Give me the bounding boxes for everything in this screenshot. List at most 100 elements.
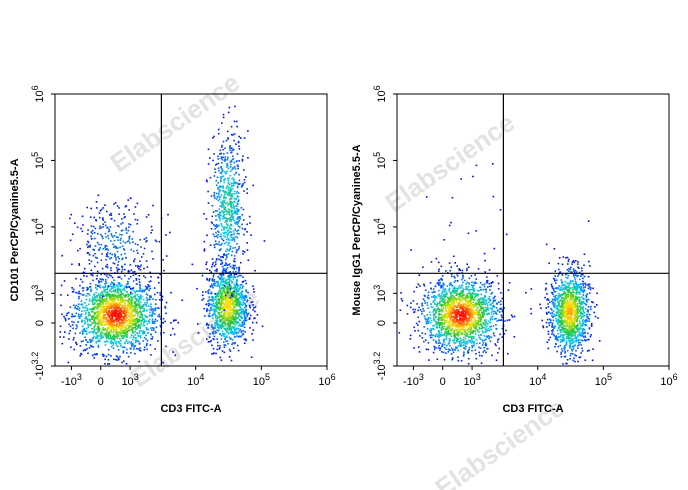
event-dot xyxy=(102,302,105,305)
event-dot xyxy=(241,291,243,293)
event-dot xyxy=(223,306,226,309)
event-dot xyxy=(84,336,86,339)
event-dot xyxy=(221,322,223,325)
event-dot xyxy=(446,320,448,322)
event-dot xyxy=(236,213,239,215)
event-dot xyxy=(472,345,474,347)
event-dot xyxy=(131,238,133,240)
event-dot xyxy=(106,330,109,333)
event-dot xyxy=(464,317,466,319)
event-dot xyxy=(101,253,103,255)
event-dot xyxy=(122,337,125,339)
event-dot xyxy=(214,308,217,311)
event-dot xyxy=(228,323,231,326)
event-dot xyxy=(225,268,227,271)
event-dot xyxy=(229,161,231,163)
event-dot xyxy=(452,332,455,334)
event-dot xyxy=(225,306,227,308)
event-dot xyxy=(425,322,428,325)
event-dot xyxy=(96,288,98,291)
event-dot xyxy=(215,231,217,234)
event-dot xyxy=(113,358,115,361)
event-dot xyxy=(118,323,121,326)
event-dot xyxy=(241,294,243,297)
event-dot xyxy=(105,236,107,238)
event-dot xyxy=(129,264,132,266)
event-dot xyxy=(153,313,156,315)
event-dot xyxy=(417,329,420,332)
event-dot xyxy=(414,330,416,332)
event-dot xyxy=(233,273,236,276)
event-dot xyxy=(229,265,232,268)
event-dot xyxy=(118,225,120,228)
event-dot xyxy=(103,306,106,308)
event-dot xyxy=(412,300,415,302)
event-dot xyxy=(443,316,446,318)
event-dot xyxy=(238,219,241,222)
event-dot xyxy=(170,291,172,294)
event-dot xyxy=(470,318,473,321)
event-dot xyxy=(236,186,239,189)
event-dot xyxy=(451,275,453,278)
event-dot xyxy=(129,324,131,327)
event-dot xyxy=(100,280,103,283)
event-dot xyxy=(128,329,131,332)
event-dot xyxy=(146,298,149,300)
event-dot xyxy=(227,311,230,314)
event-dot xyxy=(104,281,107,283)
event-dot xyxy=(225,304,228,307)
event-dot xyxy=(121,245,124,247)
event-dot xyxy=(484,331,486,333)
event-dot xyxy=(209,299,212,302)
event-dot xyxy=(221,294,223,297)
event-dot xyxy=(234,209,237,212)
event-dot xyxy=(239,308,242,311)
event-dot xyxy=(135,290,137,293)
event-dot xyxy=(207,304,210,307)
event-dot xyxy=(119,329,122,331)
event-dot xyxy=(232,342,234,344)
event-dot xyxy=(219,273,222,275)
event-dot xyxy=(471,295,473,297)
event-dot xyxy=(234,286,236,288)
event-dot xyxy=(201,274,204,277)
event-dot xyxy=(148,280,151,283)
event-dot xyxy=(230,201,232,203)
event-dot xyxy=(464,306,466,309)
event-dot xyxy=(211,296,213,298)
event-dot xyxy=(500,292,502,294)
event-dot xyxy=(236,190,238,193)
event-dot xyxy=(244,320,247,322)
event-dot xyxy=(236,289,239,292)
event-dot xyxy=(226,288,228,290)
event-dot xyxy=(223,216,225,219)
event-dot xyxy=(213,299,215,301)
event-dot xyxy=(438,336,440,339)
event-dot xyxy=(222,175,225,177)
event-dot xyxy=(437,283,440,285)
event-dot xyxy=(469,295,472,298)
event-dot xyxy=(496,341,499,343)
event-dot xyxy=(110,233,113,235)
event-dot xyxy=(463,315,465,318)
event-dot xyxy=(243,312,246,314)
event-dot xyxy=(154,348,156,350)
event-dot xyxy=(466,326,468,328)
event-dot xyxy=(108,314,110,316)
event-dot xyxy=(240,292,242,294)
event-dot xyxy=(149,344,152,346)
event-dot xyxy=(230,294,233,297)
event-dot xyxy=(233,184,235,186)
event-dot xyxy=(152,322,155,324)
event-dot xyxy=(107,327,109,329)
event-dot xyxy=(98,243,100,246)
event-dot xyxy=(100,335,103,337)
event-dot xyxy=(215,259,218,261)
event-dot xyxy=(436,304,438,306)
event-dot xyxy=(81,310,83,312)
event-dot xyxy=(228,322,231,324)
event-dot xyxy=(60,284,63,287)
event-dot xyxy=(453,312,455,315)
event-dot xyxy=(106,266,108,268)
event-dot xyxy=(465,269,468,272)
